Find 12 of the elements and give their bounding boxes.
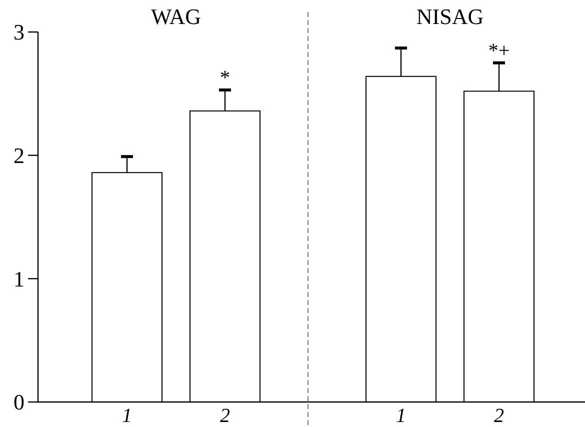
y-tick-label: 2	[14, 143, 24, 168]
x-tick-label: 1	[122, 405, 132, 427]
text: WAG	[150, 4, 202, 29]
y-tick-label: 0	[14, 390, 24, 415]
text: NISAG	[416, 4, 484, 29]
x-tick-label: 1	[396, 405, 406, 427]
x-tick-label: 2	[220, 405, 230, 427]
y-tick-label: 3	[14, 20, 24, 45]
y-tick-label: 1	[14, 266, 24, 292]
x-tick-label: 2	[494, 405, 504, 427]
annotation: *	[220, 66, 230, 89]
annotation: *+	[488, 40, 510, 62]
